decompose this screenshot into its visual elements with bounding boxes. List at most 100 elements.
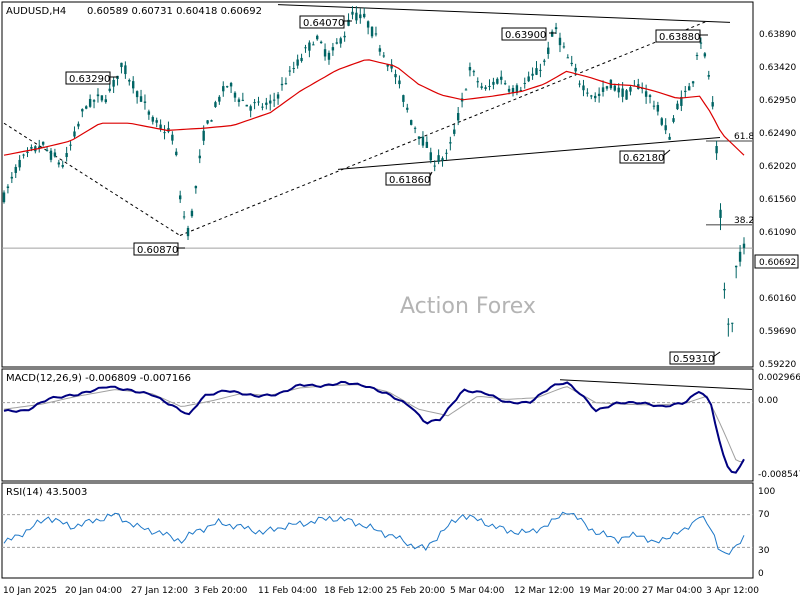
candle-body bbox=[378, 48, 382, 52]
candle-body bbox=[343, 35, 346, 38]
moving-average-line bbox=[3, 59, 745, 156]
price-annotation-label: 0.63880 bbox=[659, 32, 700, 43]
current-price-label: 0.60692 bbox=[759, 258, 796, 268]
candle-body bbox=[57, 162, 61, 165]
ohlc-readout: 0.60589 0.60731 0.60418 0.60692 bbox=[87, 6, 262, 17]
candle-body bbox=[488, 85, 491, 87]
price-annotation-box bbox=[619, 150, 665, 164]
candle-body bbox=[206, 120, 209, 124]
candle-body bbox=[265, 102, 268, 105]
candle-body bbox=[503, 83, 507, 85]
macd-panel[interactable] bbox=[1, 368, 754, 482]
candle-body bbox=[594, 95, 597, 99]
candle-body bbox=[660, 118, 663, 125]
price-panel[interactable] bbox=[1, 1, 754, 368]
candle-body bbox=[715, 146, 718, 154]
candle-body bbox=[288, 70, 292, 72]
candle-body bbox=[370, 26, 374, 37]
candle-body bbox=[496, 78, 499, 84]
candle-body bbox=[621, 88, 624, 97]
candle-body bbox=[339, 38, 342, 44]
candle-body bbox=[656, 105, 660, 112]
candle-body bbox=[241, 99, 245, 101]
candle-body bbox=[582, 85, 585, 91]
x-tick-label: 3 Feb 20:00 bbox=[194, 586, 248, 596]
price-tick-label: 0.63420 bbox=[759, 63, 796, 73]
candle-body bbox=[53, 152, 57, 157]
rsi-line bbox=[3, 511, 745, 556]
candle-body bbox=[437, 155, 440, 162]
macd-tick-label: 0.00 bbox=[758, 396, 778, 406]
candle-body bbox=[100, 95, 104, 101]
candle-body bbox=[484, 87, 487, 89]
candle-body bbox=[668, 136, 671, 140]
candle-body bbox=[590, 95, 593, 97]
price-tick-label: 0.62020 bbox=[759, 162, 796, 172]
candle-body bbox=[347, 19, 350, 26]
candle-body bbox=[648, 95, 652, 98]
candle-body bbox=[363, 13, 366, 18]
fib-level-label: 61.8 bbox=[734, 132, 754, 142]
candle-body bbox=[417, 136, 421, 139]
candle-body bbox=[703, 53, 707, 57]
current-price-box bbox=[754, 254, 799, 269]
candle-body bbox=[112, 79, 115, 87]
candle-body bbox=[276, 94, 280, 99]
price-tick-label: 0.59220 bbox=[759, 360, 796, 370]
x-tick-label: 19 Mar 20:00 bbox=[579, 586, 639, 596]
candle-body bbox=[613, 85, 616, 91]
candle-body bbox=[550, 31, 554, 37]
macd-tick-label: -0.008547 bbox=[758, 470, 800, 480]
candle-body bbox=[178, 195, 182, 200]
macd-trendline bbox=[559, 379, 753, 391]
x-tick-label: 18 Feb 12:00 bbox=[324, 586, 383, 596]
candle-body bbox=[163, 132, 166, 134]
rsi-layer bbox=[2, 511, 753, 556]
candle-body bbox=[261, 106, 264, 108]
price-annotation-box bbox=[65, 71, 111, 85]
rsi-title: RSI(14) 43.5003 bbox=[6, 487, 87, 498]
candle-body bbox=[413, 127, 417, 129]
candle-body bbox=[222, 86, 225, 92]
candle-body bbox=[73, 131, 76, 137]
candle-body bbox=[92, 100, 96, 102]
candle-body bbox=[81, 109, 84, 112]
candle-body bbox=[132, 81, 135, 89]
candle-body bbox=[519, 90, 523, 92]
candle-body bbox=[734, 265, 738, 268]
candle-body bbox=[425, 141, 429, 148]
candle-body bbox=[723, 288, 726, 291]
price-tick-label: 0.61090 bbox=[759, 228, 796, 238]
candle-body bbox=[202, 130, 205, 141]
candle-body bbox=[296, 59, 299, 66]
candle-body bbox=[26, 151, 29, 153]
candle-body bbox=[711, 102, 714, 107]
candle-body bbox=[625, 90, 628, 100]
price-annotation-label: 0.59310 bbox=[673, 354, 714, 365]
candle-body bbox=[190, 210, 194, 217]
candle-body bbox=[574, 67, 577, 72]
candle-body bbox=[18, 159, 21, 168]
candle-body bbox=[597, 93, 601, 96]
candle-body bbox=[194, 185, 198, 189]
price-tick-label: 0.61560 bbox=[759, 195, 796, 205]
candle-body bbox=[300, 57, 303, 62]
macd-tick-label: 0.002966 bbox=[758, 373, 800, 383]
candle-body bbox=[85, 106, 88, 109]
candle-body bbox=[644, 91, 648, 97]
candle-body bbox=[456, 113, 460, 121]
candle-body bbox=[65, 153, 68, 158]
lower-trendline bbox=[337, 136, 721, 170]
candle-body bbox=[629, 87, 632, 92]
candle-body bbox=[218, 96, 221, 102]
candle-body bbox=[445, 152, 448, 154]
candle-body bbox=[139, 96, 143, 102]
price-annotation-box bbox=[655, 29, 701, 43]
candle-body bbox=[88, 98, 92, 107]
x-tick-label: 27 Mar 04:00 bbox=[642, 586, 702, 596]
candle-body bbox=[468, 67, 472, 71]
price-annotation-label: 0.62180 bbox=[623, 153, 664, 164]
candle-body bbox=[562, 46, 566, 48]
candle-body bbox=[676, 103, 679, 110]
